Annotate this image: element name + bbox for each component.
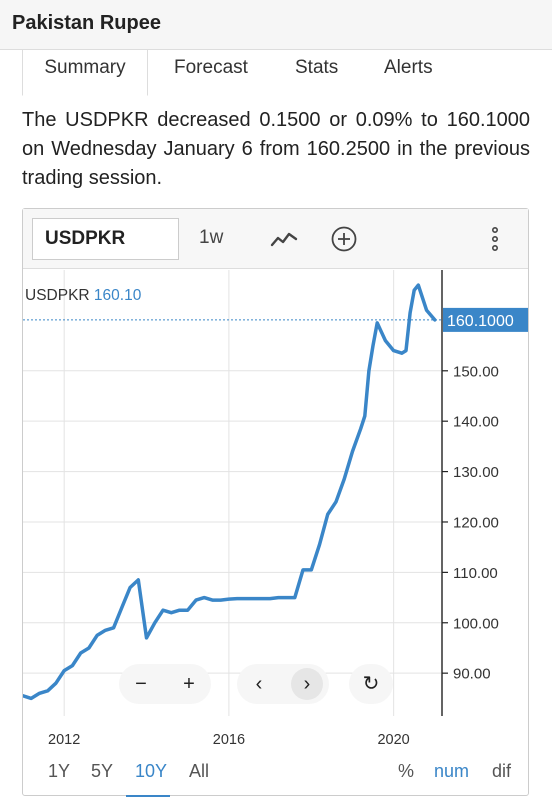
legend-symbol: USDPKR	[25, 287, 90, 304]
symbol-input[interactable]: USDPKR	[32, 218, 179, 260]
zoom-out-button[interactable]: −	[135, 673, 147, 695]
app-header: Pakistan Rupee	[0, 0, 552, 50]
chart-panel: USDPKR 1w 90.00 100.00 110.00 120.00 130.00 1…	[22, 208, 529, 797]
y-tick-label: 100.00	[453, 615, 499, 632]
vertical-dots-icon[interactable]	[479, 223, 511, 255]
tab-stats[interactable]: Stats	[295, 57, 339, 78]
x-tick-label: 2016	[212, 732, 246, 748]
chart-legend: USDPKR 160.10	[25, 287, 141, 305]
chart-toolbar: USDPKR 1w	[23, 209, 528, 269]
series-line-usdpkr	[23, 283, 437, 701]
y-tick-label: 90.00	[453, 666, 491, 683]
page-title: Pakistan Rupee	[12, 12, 161, 34]
interval-selector[interactable]: 1w	[199, 227, 224, 248]
zoom-in-button[interactable]: +	[183, 673, 195, 695]
legend-value: 160.10	[93, 287, 142, 304]
x-tick-label: 2020	[377, 732, 410, 748]
pan-forward-button[interactable]: ›	[291, 668, 323, 700]
pan-back-button[interactable]: ‹	[255, 673, 263, 695]
x-tick-label: 2012	[48, 732, 81, 748]
scale-percent[interactable]: %	[398, 761, 415, 781]
tab-forecast[interactable]: Forecast	[174, 57, 248, 78]
reset-zoom-button[interactable]: ↻	[362, 673, 380, 695]
last-price-box	[443, 307, 528, 332]
line-chart: 90.00 100.00 110.00 120.00 130.00 140.00 150.0…	[23, 270, 528, 716]
reset-controls: ↻	[349, 664, 393, 704]
range-selector: 1Y 5Y 10Y All % num dif	[23, 757, 528, 797]
y-tick-label: 140.00	[453, 414, 499, 431]
range-5y[interactable]: 5Y	[91, 761, 114, 781]
range-10y[interactable]: 10Y	[135, 761, 168, 781]
tab-alerts[interactable]: Alerts	[384, 57, 433, 78]
line-chart-icon[interactable]	[268, 223, 300, 255]
y-tick-label: 120.00	[453, 514, 499, 531]
tab-summary[interactable]: Summary	[22, 50, 148, 96]
scale-num[interactable]: num	[434, 761, 470, 781]
chart-plot-area[interactable]: 90.00 100.00 110.00 120.00 130.00 140.00 150.0…	[23, 270, 528, 740]
y-tick-label: 130.00	[453, 464, 499, 481]
last-price-label: 160.1000	[447, 313, 514, 330]
pan-controls: ‹ ›	[237, 664, 329, 704]
plus-circle-icon[interactable]	[328, 223, 360, 255]
x-axis-labels: 2012 2016 2020	[23, 732, 528, 756]
y-tick-label: 150.00	[453, 363, 499, 380]
range-all[interactable]: All	[189, 761, 210, 781]
summary-paragraph: The USDPKR decreased 0.1500 or 0.09% to …	[22, 109, 530, 189]
tab-bar: Summary Forecast Stats Alerts	[22, 50, 552, 96]
scale-dif[interactable]: dif	[492, 761, 512, 781]
active-range-indicator	[126, 795, 170, 797]
y-tick-label: 110.00	[453, 565, 498, 582]
range-1y[interactable]: 1Y	[48, 761, 71, 781]
zoom-controls: − +	[119, 664, 211, 704]
